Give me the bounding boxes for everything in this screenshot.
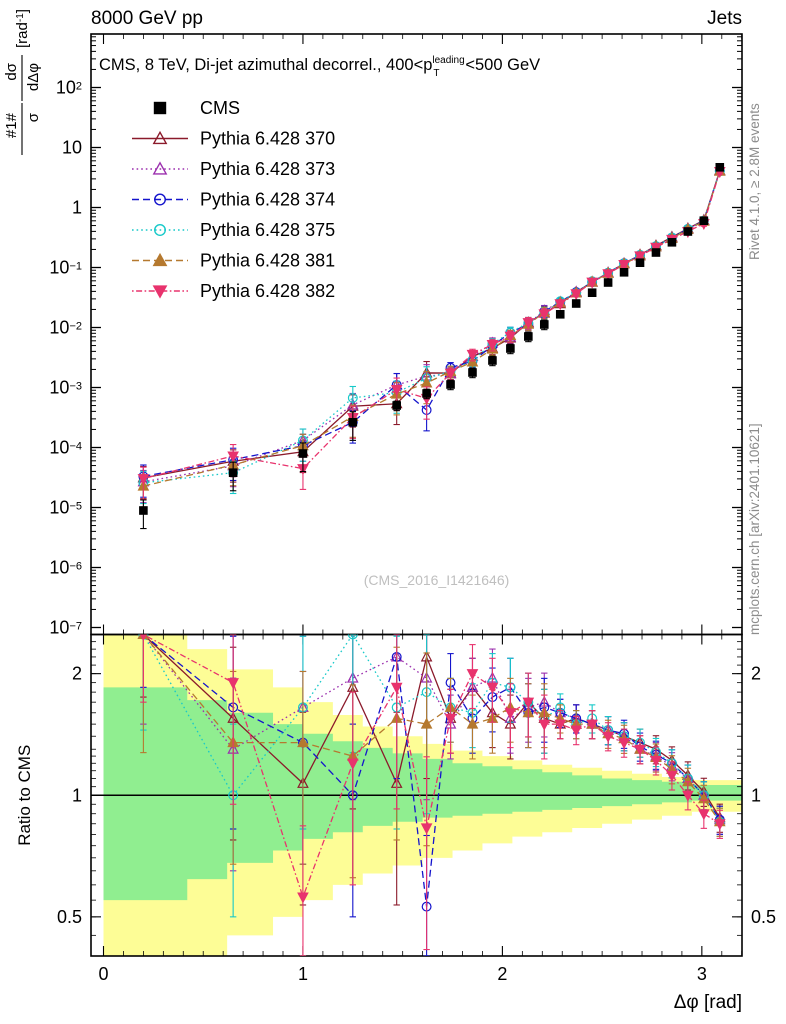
svg-text:CMS, 8 TeV, Di-jet azimuthal d: CMS, 8 TeV, Di-jet azimuthal decorrel., … [99,56,432,74]
svg-text:Pythia 6.428 382: Pythia 6.428 382 [200,281,335,301]
svg-text:Ratio to CMS: Ratio to CMS [15,745,34,846]
svg-text:leading: leading [432,55,464,66]
svg-text:T: T [433,68,439,79]
svg-text:Pythia 6.428 381: Pythia 6.428 381 [200,251,335,271]
svg-text:0.5: 0.5 [57,907,82,927]
svg-text:Rivet 4.1.0, ≥ 2.8M events: Rivet 4.1.0, ≥ 2.8M events [747,103,762,260]
svg-text:(CMS_2016_I1421646): (CMS_2016_I1421646) [364,572,510,588]
svg-text:Pythia 6.428 374: Pythia 6.428 374 [200,190,335,210]
svg-text:3: 3 [697,964,707,984]
svg-text:mcplots.cern.ch [arXiv:2401.10: mcplots.cern.ch [arXiv:2401.10621] [747,423,762,635]
svg-text:1: 1 [751,785,761,805]
svg-text:2: 2 [497,964,507,984]
svg-text:Pythia 6.428 373: Pythia 6.428 373 [200,159,335,179]
svg-text:<500 GeV: <500 GeV [465,56,540,74]
svg-text:1: 1 [298,964,308,984]
svg-text:2: 2 [72,664,82,684]
svg-text:#1#: #1# [3,112,20,138]
svg-text:1: 1 [72,785,82,805]
svg-text:Pythia 6.428 370: Pythia 6.428 370 [200,129,335,149]
svg-text:dΔφ: dΔφ [25,63,42,91]
svg-text:Pythia 6.428 375: Pythia 6.428 375 [200,220,335,240]
svg-text:2: 2 [751,664,761,684]
svg-text:0.5: 0.5 [751,907,776,927]
svg-text:10: 10 [62,138,82,158]
svg-text:8000 GeV pp: 8000 GeV pp [91,8,203,29]
svg-text:1: 1 [72,198,82,218]
svg-text:Jets: Jets [707,8,742,29]
svg-text:0: 0 [98,964,108,984]
svg-text:dσ: dσ [3,62,20,80]
svg-text:CMS: CMS [200,98,240,118]
svg-text:Δφ [rad]: Δφ [rad] [674,992,742,1013]
svg-text:σ: σ [25,112,42,122]
